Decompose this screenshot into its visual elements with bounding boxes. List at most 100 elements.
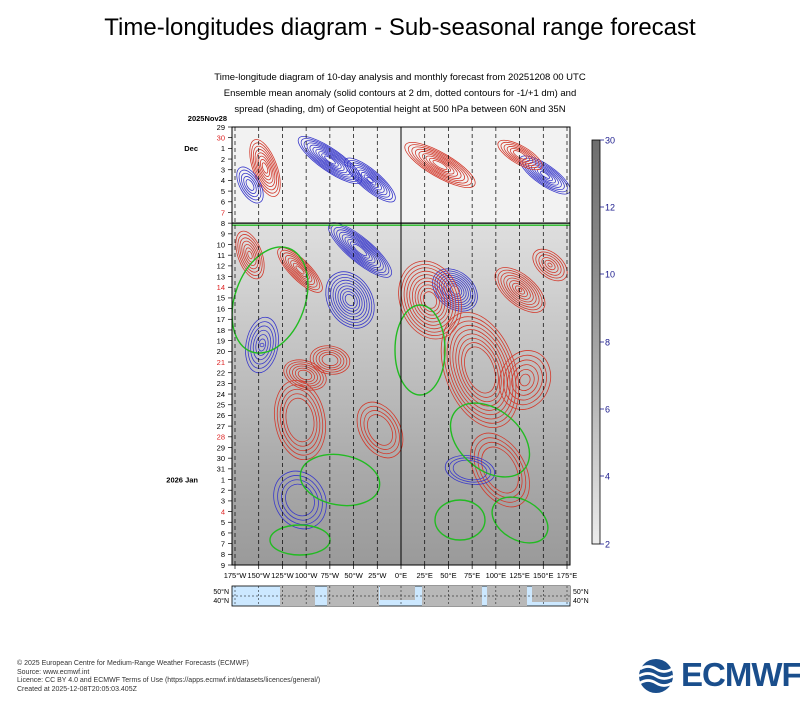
positive-anomaly-ring bbox=[473, 437, 527, 503]
y-tick-label: 6 bbox=[221, 198, 225, 207]
positive-anomaly-ring bbox=[507, 359, 543, 401]
positive-anomaly-ring bbox=[312, 347, 348, 373]
positive-anomaly-ring bbox=[497, 269, 543, 311]
y-tick-label: 9 bbox=[221, 230, 225, 239]
x-tick-label: 75°E bbox=[464, 571, 480, 580]
negative-anomaly-ring bbox=[325, 271, 375, 329]
y-tick-label: 14 bbox=[217, 283, 225, 292]
positive-anomaly-ring bbox=[403, 267, 457, 333]
y-tick-label: 26 bbox=[217, 411, 225, 420]
negative-anomaly-ring bbox=[285, 483, 315, 517]
positive-anomaly-ring bbox=[401, 264, 459, 336]
subtitle-line-3: spread (shading, dm) of Geopotential hei… bbox=[234, 104, 566, 115]
positive-anomaly-ring bbox=[509, 148, 531, 162]
negative-anomaly-ring bbox=[342, 291, 358, 309]
positive-anomaly-ring bbox=[477, 441, 523, 499]
negative-anomaly-ring bbox=[360, 172, 380, 188]
positive-anomaly-ring bbox=[515, 368, 535, 392]
positive-anomaly-ring bbox=[411, 146, 469, 184]
positive-anomaly-ring bbox=[498, 350, 552, 410]
positive-anomaly-ring bbox=[286, 361, 324, 389]
positive-anomaly-ring bbox=[532, 248, 568, 282]
land-mass bbox=[487, 586, 527, 606]
positive-anomaly-ring bbox=[455, 333, 505, 407]
positive-anomaly-ring bbox=[503, 143, 537, 167]
positive-anomaly-ring bbox=[258, 155, 272, 181]
positive-anomaly-ring bbox=[318, 351, 342, 369]
negative-anomaly-ring bbox=[355, 167, 385, 193]
map-lat-label-right: 50°N bbox=[573, 588, 589, 596]
y-tick-label: 29 bbox=[217, 123, 225, 132]
y-tick-label: 22 bbox=[217, 369, 225, 378]
created-line: Created at 2025-12-08T20:05:03.405Z bbox=[17, 685, 137, 693]
negative-anomaly-ring bbox=[445, 281, 465, 299]
positive-anomaly-ring bbox=[500, 141, 540, 169]
positive-anomaly-ring bbox=[279, 388, 321, 452]
y-tick-label: 2 bbox=[221, 486, 225, 495]
negative-anomaly-ring bbox=[259, 342, 265, 348]
y-tick-label: 3 bbox=[221, 166, 225, 175]
negative-anomaly-ring bbox=[250, 325, 274, 365]
zero-contour bbox=[394, 304, 446, 396]
positive-anomaly-ring bbox=[295, 265, 305, 275]
positive-anomaly-ring bbox=[239, 237, 261, 273]
colorbar-tick-label: 8 bbox=[605, 338, 610, 348]
positive-anomaly-ring bbox=[287, 257, 313, 283]
x-tick-label: 100°W bbox=[295, 571, 319, 580]
positive-anomaly-ring bbox=[422, 291, 438, 309]
positive-anomaly-ring bbox=[497, 139, 543, 171]
positive-anomaly-ring bbox=[235, 230, 265, 280]
y-tick-label: 23 bbox=[217, 379, 225, 388]
positive-anomaly-ring bbox=[500, 272, 540, 308]
positive-anomaly-ring bbox=[464, 346, 496, 394]
y-tick-label: 31 bbox=[217, 465, 225, 474]
colorbar-tick-label: 4 bbox=[605, 472, 610, 482]
x-tick-label: 50°E bbox=[440, 571, 456, 580]
positive-anomaly-ring bbox=[512, 282, 528, 298]
subtitle-line-2: Ensemble mean anomaly (solid contours at… bbox=[223, 88, 577, 99]
negative-anomaly-ring bbox=[243, 176, 257, 194]
positive-anomaly-ring bbox=[432, 160, 448, 170]
y-tick-label: 4 bbox=[221, 176, 225, 185]
x-tick-label: 50°W bbox=[344, 571, 363, 580]
positive-anomaly-ring bbox=[470, 432, 530, 508]
positive-anomaly-ring bbox=[440, 311, 520, 429]
y-tick-label: 4 bbox=[221, 507, 225, 516]
x-tick-label: 150°W bbox=[247, 571, 271, 580]
x-tick-label: 175°W bbox=[224, 571, 248, 580]
y-tick-label: 1 bbox=[221, 475, 225, 484]
positive-anomaly-ring bbox=[547, 262, 553, 268]
y-tick-label: 8 bbox=[221, 550, 225, 559]
positive-anomaly-ring bbox=[254, 149, 276, 187]
y-tick-label: 6 bbox=[221, 529, 225, 538]
zero-contour bbox=[434, 499, 486, 541]
x-tick-label: 175°E bbox=[557, 571, 578, 580]
y-tick-label: 20 bbox=[217, 347, 225, 356]
y-tick-label: 17 bbox=[217, 315, 225, 324]
positive-anomaly-ring bbox=[443, 316, 517, 424]
zero-contour bbox=[299, 453, 381, 507]
zero-contour bbox=[449, 402, 531, 478]
negative-anomaly-ring bbox=[252, 329, 272, 361]
negative-anomaly-ring bbox=[324, 155, 336, 165]
positive-anomaly-ring bbox=[541, 257, 559, 273]
positive-anomaly-ring bbox=[429, 157, 451, 173]
negative-anomaly-ring bbox=[341, 234, 379, 266]
y-tick-label: 5 bbox=[221, 187, 225, 196]
positive-anomaly-ring bbox=[535, 251, 565, 279]
colorbar-tick-label: 30 bbox=[605, 136, 615, 146]
x-tick-label: 75°W bbox=[321, 571, 340, 580]
source-line: Source: www.ecmwf.int bbox=[17, 668, 90, 676]
negative-anomaly-ring bbox=[358, 169, 382, 191]
positive-anomaly-ring bbox=[461, 342, 499, 398]
positive-anomaly-ring bbox=[294, 367, 316, 383]
positive-anomaly-ring bbox=[503, 275, 537, 305]
positive-anomaly-ring bbox=[418, 151, 462, 179]
negative-anomaly-ring bbox=[436, 272, 474, 308]
positive-anomaly-ring bbox=[283, 359, 327, 391]
negative-anomaly-ring bbox=[539, 171, 551, 179]
x-tick-label: 150°E bbox=[533, 571, 554, 580]
positive-anomaly-ring bbox=[503, 354, 547, 406]
colorbar bbox=[591, 139, 601, 545]
positive-anomaly-ring bbox=[243, 244, 257, 266]
